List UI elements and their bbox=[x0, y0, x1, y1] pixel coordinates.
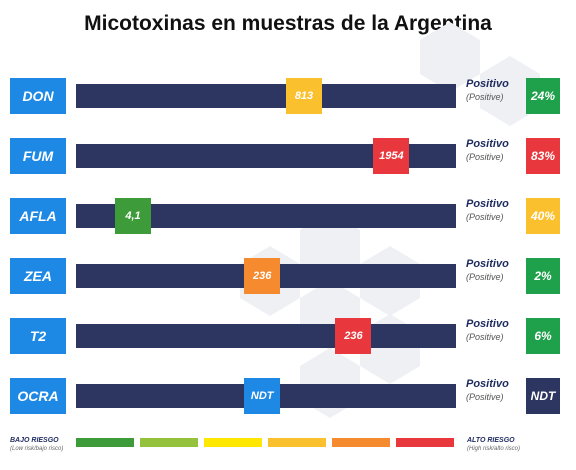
value-marker: NDT bbox=[244, 378, 281, 414]
toxin-label: FUM bbox=[10, 138, 66, 174]
risk-scale-swatch bbox=[140, 438, 198, 447]
legend-low-sublabel: (Low risk/bajo risco) bbox=[10, 446, 64, 452]
risk-scale-swatch bbox=[204, 438, 262, 447]
positive-label: Positivo (Positive) bbox=[466, 378, 509, 404]
positive-label: Positivo (Positive) bbox=[466, 318, 509, 344]
positive-label: Positivo (Positive) bbox=[466, 78, 509, 104]
positive-label: Positivo (Positive) bbox=[466, 258, 509, 284]
positive-percentage: NDT bbox=[526, 378, 560, 414]
positive-percentage: 2% bbox=[526, 258, 560, 294]
positive-label: Positivo (Positive) bbox=[466, 138, 509, 164]
value-track-bar bbox=[76, 324, 456, 348]
positive-subtext: (Positive) bbox=[466, 272, 504, 282]
positive-text: Positivo bbox=[466, 258, 509, 270]
value-marker: 1954 bbox=[373, 138, 410, 174]
positive-percentage: 6% bbox=[526, 318, 560, 354]
positive-subtext: (Positive) bbox=[466, 212, 504, 222]
toxin-label: AFLA bbox=[10, 198, 66, 234]
positive-text: Positivo bbox=[466, 378, 509, 390]
risk-scale-swatch bbox=[396, 438, 454, 447]
toxin-row: T2 236 Positivo (Positive) 6% bbox=[0, 316, 576, 356]
positive-percentage: 24% bbox=[526, 78, 560, 114]
toxin-label: DON bbox=[10, 78, 66, 114]
toxin-label: OCRA bbox=[10, 378, 66, 414]
positive-subtext: (Positive) bbox=[466, 152, 504, 162]
value-marker: 236 bbox=[244, 258, 281, 294]
toxin-label: ZEA bbox=[10, 258, 66, 294]
risk-scale-swatch bbox=[268, 438, 326, 447]
value-marker: 236 bbox=[335, 318, 372, 354]
toxin-row: FUM 1954 Positivo (Positive) 83% bbox=[0, 136, 576, 176]
legend-high-sublabel: (High risk/alto risco) bbox=[467, 446, 521, 452]
positive-subtext: (Positive) bbox=[466, 92, 504, 102]
toxin-row: AFLA 4,1 Positivo (Positive) 40% bbox=[0, 196, 576, 236]
toxin-row: OCRA NDT Positivo (Positive) NDT bbox=[0, 376, 576, 416]
positive-text: Positivo bbox=[466, 198, 509, 210]
legend-low-label: BAJO RIESGO bbox=[10, 437, 59, 444]
legend-low-risk: BAJO RIESGO (Low risk/bajo risco) bbox=[10, 436, 63, 454]
positive-percentage: 40% bbox=[526, 198, 560, 234]
value-marker: 813 bbox=[286, 78, 322, 114]
chart-title: Micotoxinas en muestras de la Argentina bbox=[84, 12, 492, 35]
toxin-row: DON 813 Positivo (Positive) 24% bbox=[0, 76, 576, 116]
positive-subtext: (Positive) bbox=[466, 332, 504, 342]
positive-label: Positivo (Positive) bbox=[466, 198, 509, 224]
positive-subtext: (Positive) bbox=[466, 392, 504, 402]
value-marker: 4,1 bbox=[115, 198, 151, 234]
legend-high-label: ALTO RIESGO bbox=[467, 437, 515, 444]
toxin-label: T2 bbox=[10, 318, 66, 354]
toxin-row: ZEA 236 Positivo (Positive) 2% bbox=[0, 256, 576, 296]
positive-text: Positivo bbox=[466, 318, 509, 330]
positive-percentage: 83% bbox=[526, 138, 560, 174]
risk-scale-swatch bbox=[332, 438, 390, 447]
value-track-bar bbox=[76, 84, 456, 108]
positive-text: Positivo bbox=[466, 78, 509, 90]
risk-scale-swatch bbox=[76, 438, 134, 447]
legend-high-risk: ALTO RIESGO (High risk/alto risco) bbox=[467, 436, 520, 454]
positive-text: Positivo bbox=[466, 138, 509, 150]
